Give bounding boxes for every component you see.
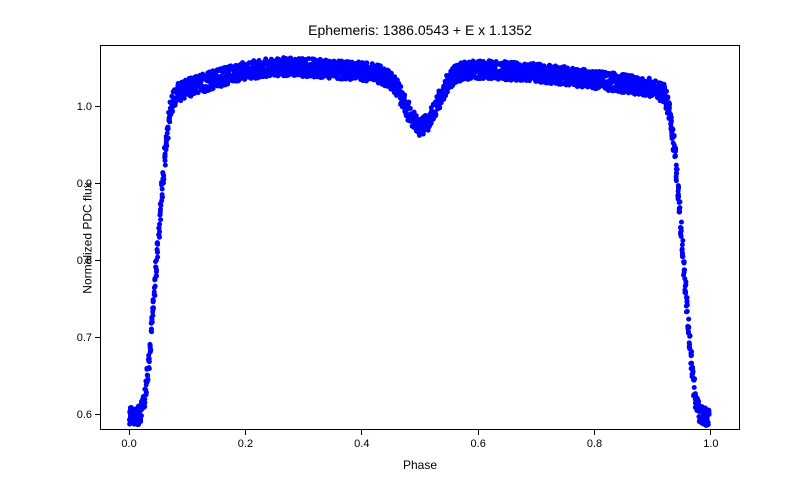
x-tick-label: 0.6	[471, 438, 486, 450]
chart-title: Ephemeris: 1386.0543 + E x 1.1352	[100, 22, 740, 38]
y-tick-label: 0.6	[68, 409, 92, 421]
figure-container: Ephemeris: 1386.0543 + E x 1.1352 Normal…	[0, 0, 800, 500]
x-tick-label: 0.0	[121, 438, 136, 450]
x-tick	[594, 430, 595, 435]
x-tick	[361, 430, 362, 435]
x-tick	[478, 430, 479, 435]
y-tick-label: 0.7	[68, 332, 92, 344]
x-tick-label: 0.8	[587, 438, 602, 450]
y-tick	[95, 106, 100, 107]
y-tick-label: 0.8	[68, 255, 92, 267]
y-tick	[95, 260, 100, 261]
scatter-points	[127, 55, 712, 428]
y-axis-label: Normalized PDC flux	[81, 182, 95, 293]
y-tick	[95, 337, 100, 338]
x-tick-label: 0.2	[238, 438, 253, 450]
plot-area	[100, 45, 740, 430]
y-tick	[95, 183, 100, 184]
y-tick-label: 0.9	[68, 178, 92, 190]
x-axis-label: Phase	[100, 458, 740, 472]
y-tick-label: 1.0	[68, 101, 92, 113]
y-tick	[95, 414, 100, 415]
x-tick	[710, 430, 711, 435]
x-tick-label: 1.0	[703, 438, 718, 450]
scatter-svg	[101, 46, 739, 429]
x-tick	[245, 430, 246, 435]
x-tick	[129, 430, 130, 435]
x-tick-label: 0.4	[354, 438, 369, 450]
